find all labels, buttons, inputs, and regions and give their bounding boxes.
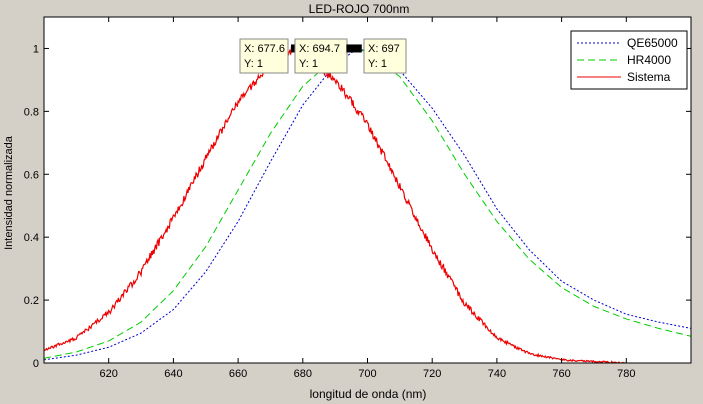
datatip-box bbox=[363, 38, 407, 74]
datatip-marker bbox=[353, 44, 362, 53]
legend-label-hr4000: HR4000 bbox=[627, 53, 671, 67]
datatip: X: 697 Y: 1 bbox=[353, 38, 407, 74]
x-tick-label: 680 bbox=[294, 368, 312, 380]
y-tick-label: 1 bbox=[33, 43, 39, 55]
x-tick-label: 640 bbox=[164, 368, 182, 380]
legend-label-sistema: Sistema bbox=[627, 70, 671, 84]
y-tick-label: 0.2 bbox=[24, 295, 39, 307]
y-tick-label: 0.4 bbox=[24, 232, 39, 244]
x-tick-label: 780 bbox=[617, 368, 635, 380]
y-axis-label: Intensidad normalizada bbox=[3, 135, 15, 250]
x-tick-label: 660 bbox=[229, 368, 247, 380]
y-tick-label: 0 bbox=[33, 358, 39, 370]
datatip-y-label: Y: 1 bbox=[368, 58, 387, 70]
datatip-x-label: X: 697 bbox=[368, 43, 400, 55]
datatip: X: 694.7 Y: 1 bbox=[294, 38, 355, 74]
y-tick-label: 0.6 bbox=[24, 169, 39, 181]
x-axis-label: longitud de onda (nm) bbox=[310, 387, 427, 401]
datatip-box bbox=[294, 38, 348, 74]
legend: QE65000 HR4000 Sistema bbox=[570, 30, 688, 90]
datatip-x-label: X: 694.7 bbox=[299, 43, 340, 55]
plot-area: 620 640 660 680 700 720 740 760 780 0 0.2 0.4 0.6 0.8… bbox=[24, 16, 692, 380]
x-tick-label: 700 bbox=[358, 368, 376, 380]
x-tick-label: 760 bbox=[552, 368, 570, 380]
series-line-hr4000 bbox=[44, 48, 691, 359]
series-line-sistema bbox=[44, 44, 627, 363]
x-tick-label: 740 bbox=[488, 368, 506, 380]
datatip-x-label: X: 677.6 bbox=[244, 43, 285, 55]
datatip-y-label: Y: 1 bbox=[299, 58, 318, 70]
x-tick-label: 620 bbox=[100, 368, 118, 380]
legend-label-qe65000: QE65000 bbox=[627, 36, 678, 50]
datatip-marker bbox=[346, 44, 355, 53]
chart-title: LED-ROJO 700nm bbox=[309, 2, 410, 16]
x-tick-label: 720 bbox=[423, 368, 441, 380]
datatip-box bbox=[239, 38, 289, 74]
y-tick-label: 0.8 bbox=[24, 106, 39, 118]
datatip-y-label: Y: 1 bbox=[244, 58, 263, 70]
